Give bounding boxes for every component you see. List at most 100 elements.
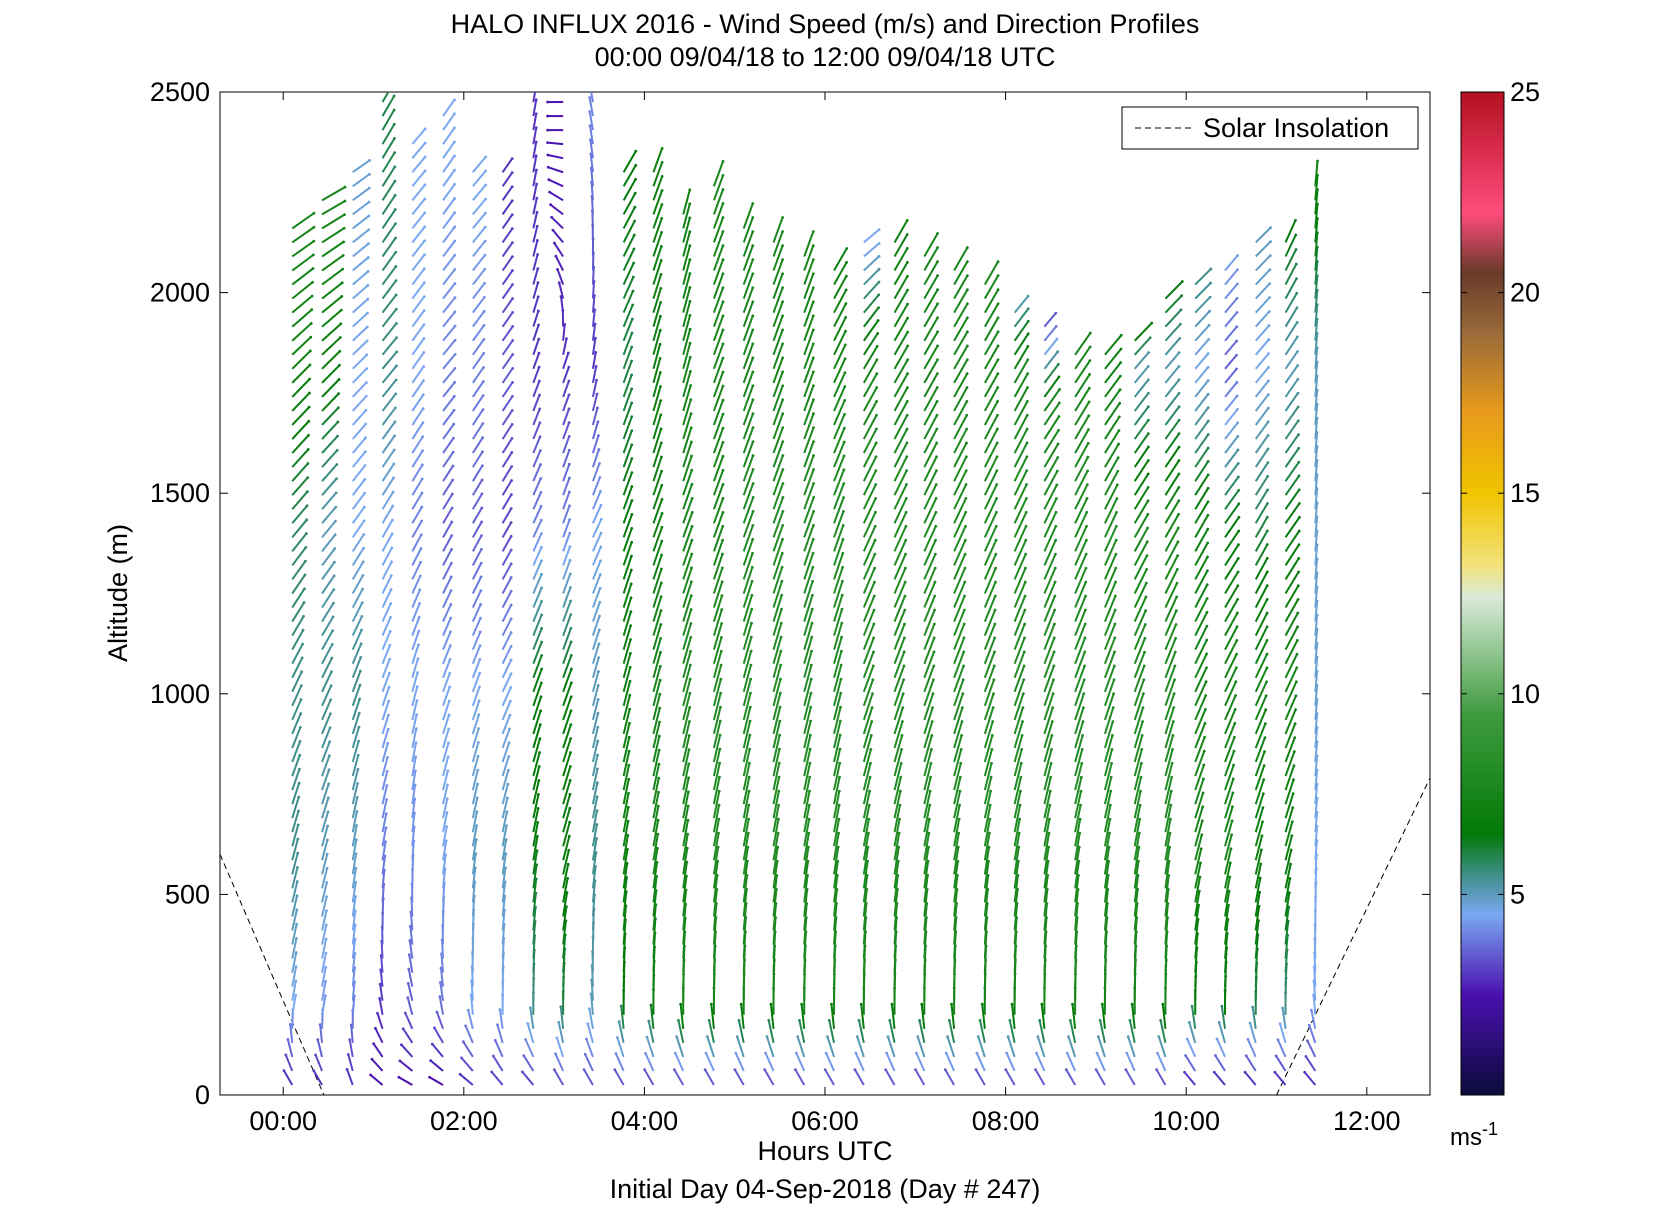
wind-barb-stem <box>1254 393 1270 412</box>
wind-barb-tip <box>628 693 632 697</box>
wind-barb-tip <box>1244 1054 1248 1058</box>
wind-barb-stem <box>1284 695 1297 721</box>
wind-barb-stem <box>591 393 598 412</box>
wind-barb-stem <box>471 769 479 791</box>
wind-barb-stem <box>442 437 455 454</box>
wind-barb-tip <box>565 337 568 341</box>
wind-barb-stem <box>402 1028 414 1044</box>
wind-barb-tip <box>779 635 783 639</box>
wind-barb-stem <box>291 392 311 412</box>
wind-barb-stem <box>983 289 999 314</box>
wind-barb-stem <box>742 399 754 426</box>
wind-barb-tip <box>1295 335 1299 339</box>
wind-barb-tip <box>1288 877 1292 880</box>
wind-barb-tip <box>445 797 449 801</box>
wind-barb-tip <box>479 575 483 579</box>
wind-barb-tip <box>393 151 397 155</box>
wind-barb-stem <box>953 847 960 875</box>
wind-barb-tip <box>407 953 411 957</box>
wind-barb-tip <box>780 565 784 569</box>
wind-barb-tip <box>1176 526 1180 530</box>
wind-barb-tip <box>1079 789 1083 793</box>
wind-barb-tip <box>1057 415 1061 418</box>
wind-barb-stem <box>953 735 963 763</box>
wind-barb-stem <box>772 832 780 861</box>
wind-barb-tip <box>1107 845 1111 849</box>
wind-barb-tip <box>1053 566 1057 570</box>
wind-barb-stem <box>862 414 878 440</box>
wind-barb-stem <box>472 254 486 272</box>
wind-barb-stem <box>1284 516 1301 538</box>
wind-barb-tip <box>874 455 878 459</box>
wind-barb-stem <box>501 242 514 258</box>
wind-barb-tip <box>540 545 543 549</box>
wind-barb-tip <box>874 441 878 445</box>
wind-barb-stem <box>442 197 456 215</box>
wind-barb-tip <box>690 454 693 458</box>
wind-barb-stem <box>772 861 779 889</box>
wind-barb-stem <box>862 847 869 875</box>
wind-barb-stem <box>1194 653 1208 679</box>
wind-barb-stem <box>862 707 874 735</box>
wind-barb-tip <box>339 308 343 312</box>
wind-barb-stem <box>381 152 396 173</box>
wind-barb-tip <box>961 678 965 682</box>
wind-barb-tip <box>963 538 967 542</box>
wind-barb-tip <box>1155 1068 1158 1072</box>
wind-barb-stem <box>560 296 565 313</box>
wind-barb-stem <box>682 525 694 552</box>
wind-barb-stem <box>1194 501 1209 524</box>
wind-barb-stem <box>532 183 538 201</box>
wind-barb-tip <box>318 1023 322 1027</box>
wind-barb-stem <box>1284 598 1299 623</box>
wind-barb-stem <box>772 511 784 538</box>
wind-barb-stem <box>953 567 966 594</box>
wind-barb-tip <box>957 831 961 835</box>
wind-barb-tip <box>481 450 484 454</box>
wind-barb-tip <box>721 524 725 528</box>
wind-barb-stem <box>501 756 510 777</box>
wind-barb-stem <box>712 245 724 271</box>
wind-barb-tip <box>781 398 785 402</box>
wind-barb-tip <box>659 245 663 248</box>
wind-barb-stem <box>1013 804 1022 833</box>
wind-barb-tip <box>586 1022 590 1026</box>
wind-barb-tip <box>1177 485 1181 489</box>
wind-barb-stem <box>622 150 637 173</box>
wind-barb-tip <box>478 657 482 661</box>
wind-barb-tip <box>569 640 573 644</box>
wind-barb-tip <box>1049 775 1053 779</box>
wind-barb-stem <box>652 442 663 468</box>
wind-barb-tip <box>1296 405 1300 409</box>
wind-barb-stem <box>682 875 688 903</box>
wind-barb-stem <box>803 245 815 271</box>
wind-barb-stem <box>1194 352 1209 370</box>
wind-barb-stem <box>283 1070 294 1086</box>
wind-barb-stem <box>501 811 508 833</box>
wind-barb-stem <box>1043 363 1060 384</box>
wind-barb-tip <box>656 832 660 836</box>
wind-barb-tip <box>597 434 600 438</box>
wind-barb-tip <box>509 603 513 607</box>
wind-barb-stem <box>1043 457 1059 482</box>
wind-barb-tip <box>589 138 592 142</box>
wind-barb-tip <box>594 364 598 368</box>
wind-barb-tip <box>842 496 845 499</box>
wind-barb-stem <box>1284 219 1297 243</box>
wind-barb-stem <box>923 693 934 721</box>
wind-barb-stem <box>856 1036 865 1058</box>
wind-barb-tip <box>385 798 388 801</box>
wind-barb-tip <box>482 295 486 299</box>
wind-barb-stem <box>501 451 513 468</box>
wind-barb-tip <box>506 796 509 800</box>
wind-barb-stem <box>742 329 754 356</box>
wind-barb-tip <box>1265 570 1269 574</box>
wind-barb-tip <box>1172 692 1176 696</box>
wind-barb-tip <box>800 1002 804 1006</box>
wind-barb-tip <box>1265 639 1269 642</box>
wind-barb-stem <box>682 315 691 342</box>
wind-barb-tip <box>988 803 992 807</box>
wind-barb-stem <box>1314 671 1319 692</box>
wind-barb-stem <box>591 295 596 313</box>
wind-barb-tip <box>325 838 329 842</box>
